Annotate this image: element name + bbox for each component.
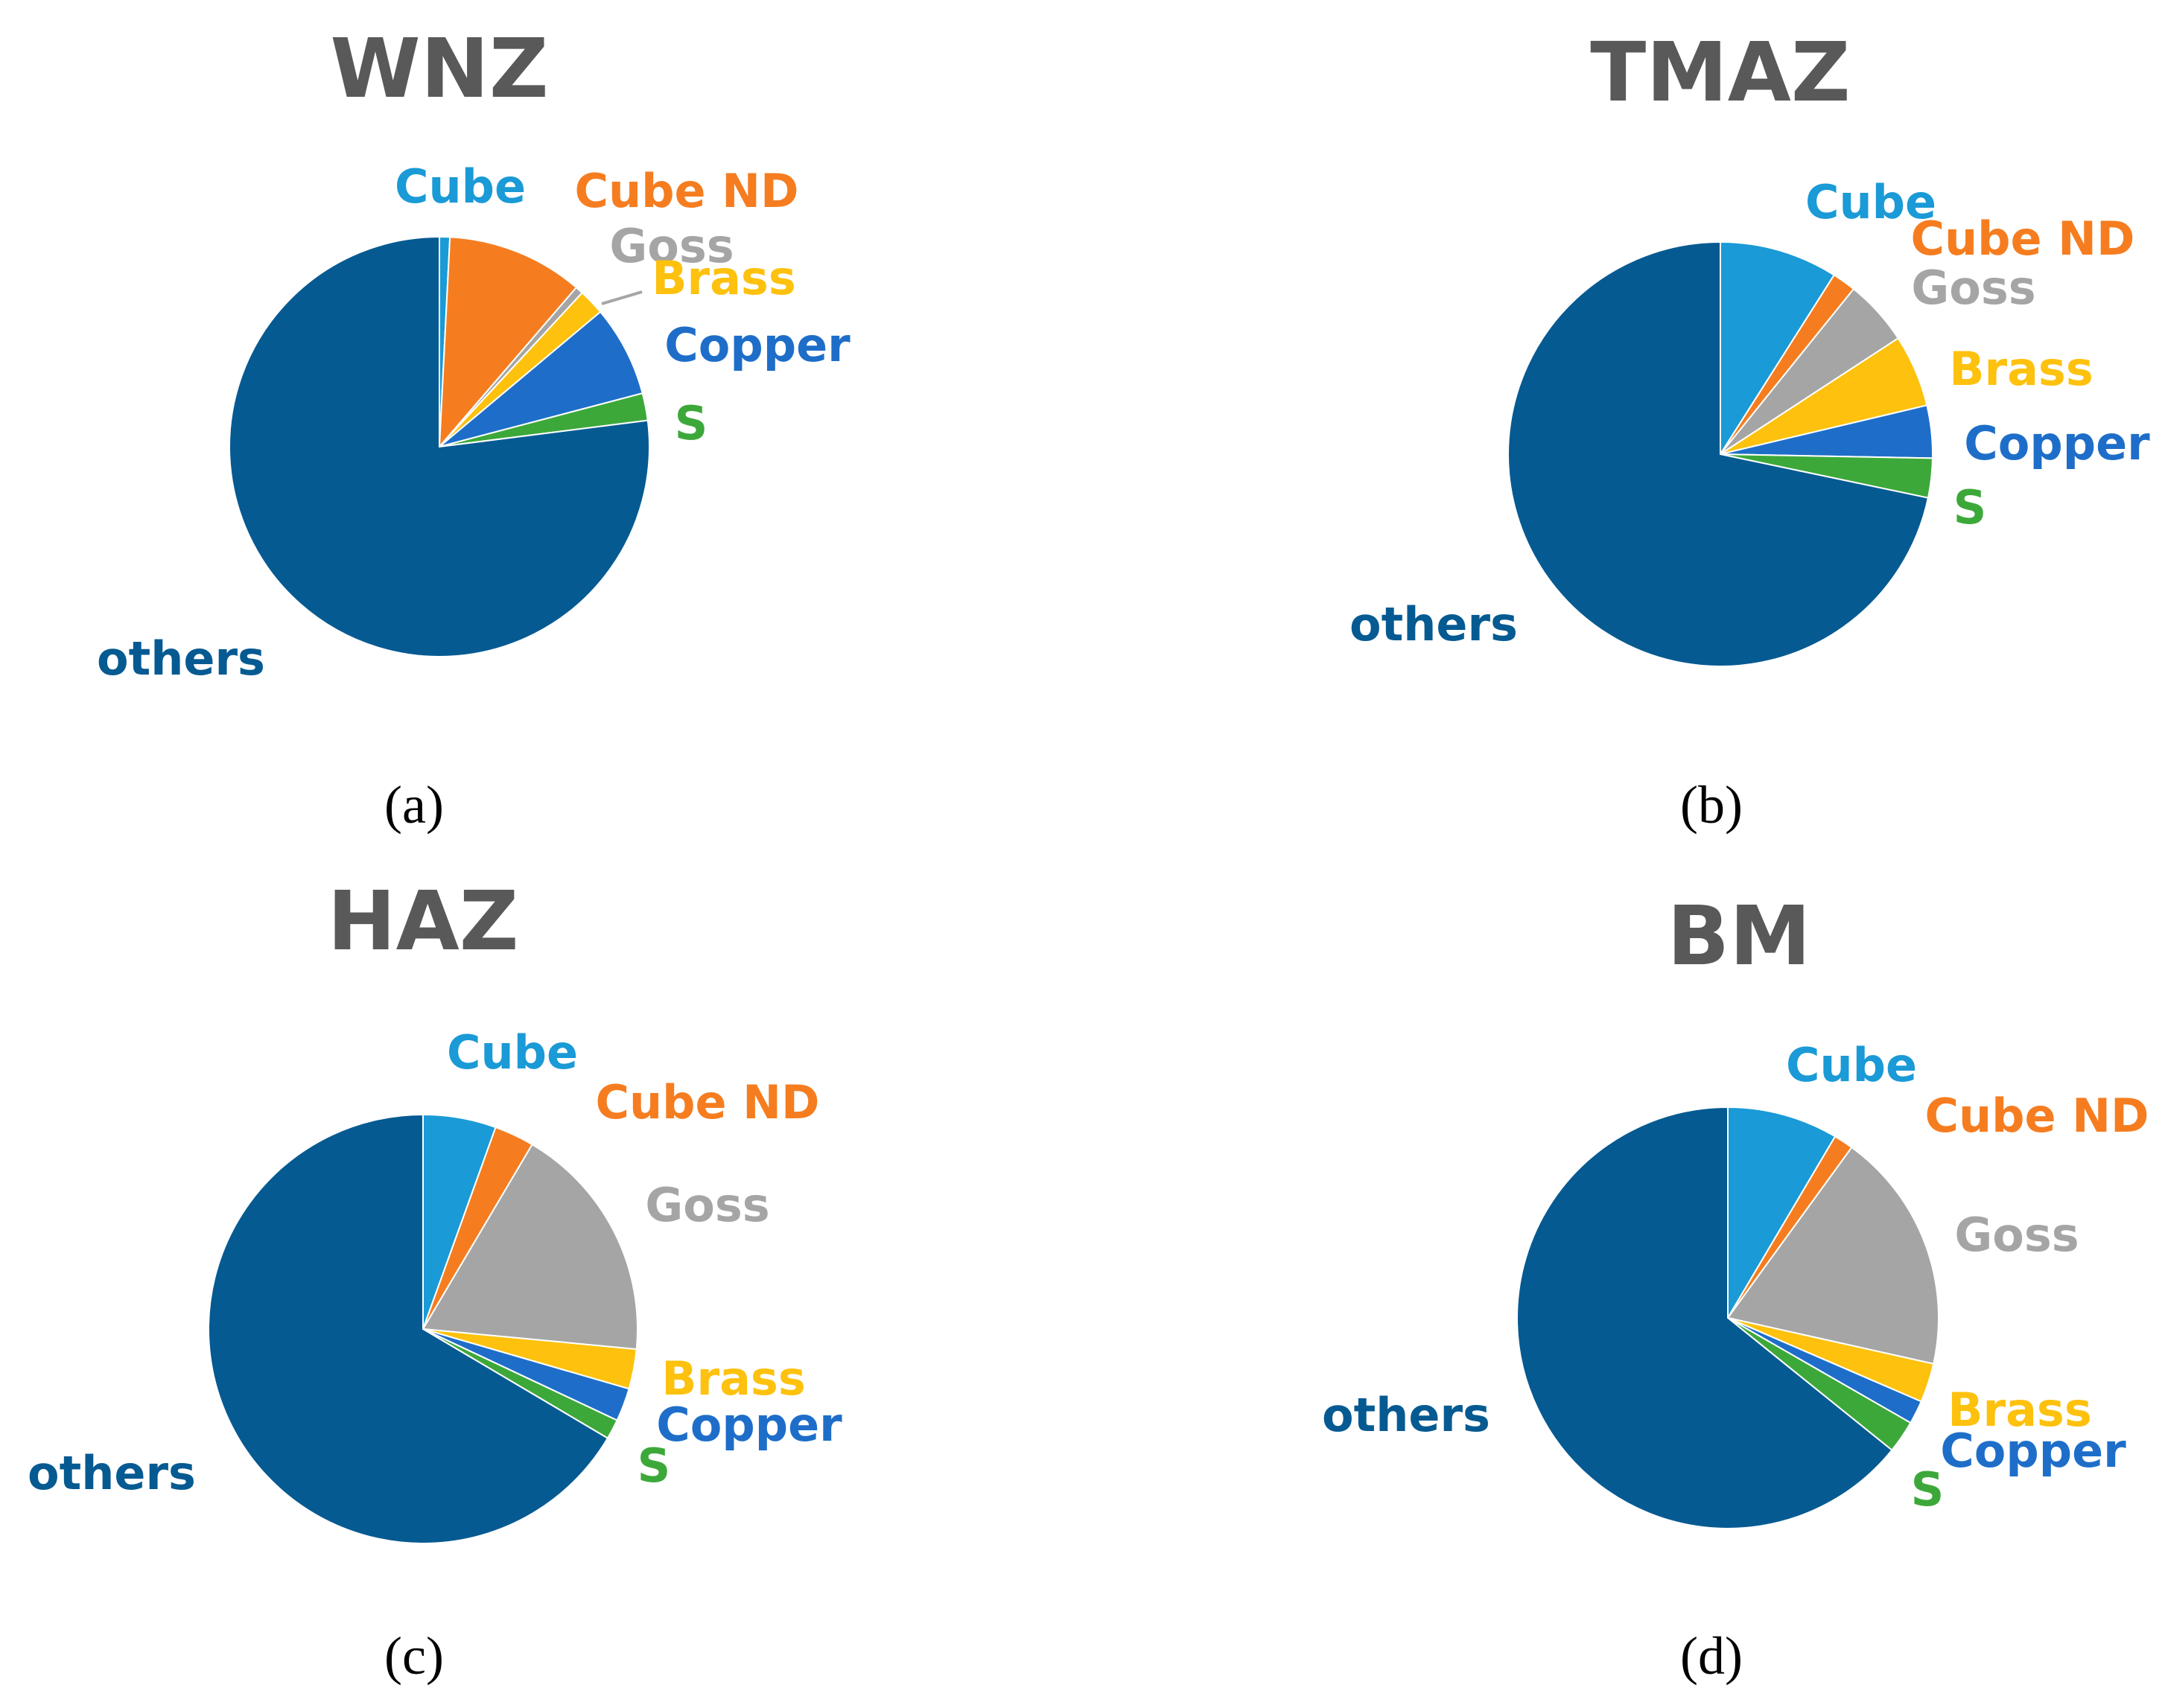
label-brass: Brass (1949, 342, 2093, 396)
label-goss: Goss (609, 219, 734, 273)
label-copper: Copper (664, 318, 851, 372)
chart-title-haz: HAZ (328, 873, 519, 969)
chart-title-wnz: WNZ (330, 21, 548, 116)
pie-slices-haz (208, 1113, 638, 1544)
pie-slice-copper (439, 310, 643, 447)
label-s: S (638, 1438, 671, 1493)
label-goss: Goss (1911, 261, 2035, 315)
label-others: others (1349, 597, 1518, 651)
panel-label-b: (b) (1680, 775, 1743, 835)
panel-label-a: (a) (384, 775, 444, 835)
label-cube: Cube (395, 159, 526, 214)
label-cube-nd: Cube ND (1910, 211, 2134, 266)
panel-label-d: (d) (1680, 1626, 1743, 1686)
goss-leader-line (601, 290, 643, 305)
label-goss: Goss (1954, 1208, 2079, 1262)
label-brass: Brass (1948, 1383, 2091, 1437)
pie-slices-wnz (229, 235, 650, 657)
pie-chart-bm: BM Cube Cube ND Goss Brass Copper S othe… (1322, 888, 2149, 1686)
label-copper: Copper (1940, 1424, 2126, 1478)
label-cube-nd: Cube ND (1924, 1089, 2149, 1143)
pie-slice-cube (1720, 240, 1836, 457)
label-copper: Copper (1964, 416, 2150, 471)
pie-slice-others (229, 235, 650, 657)
pie-slice-cube (1727, 1106, 1837, 1321)
pie-chart-tmaz: TMAZ Cube Cube ND Goss Brass Copper S ot… (1349, 25, 2150, 835)
pie-slice-others (208, 1113, 609, 1544)
label-goss: Goss (645, 1178, 769, 1232)
label-s: S (1953, 480, 1987, 535)
label-cube: Cube (1786, 1038, 1917, 1092)
label-cube: Cube (447, 1025, 578, 1080)
pie-slice-goss (422, 1143, 638, 1351)
chart-title-tmaz: TMAZ (1590, 25, 1850, 120)
label-brass: Brass (652, 251, 795, 305)
label-cube: Cube (1805, 175, 1936, 229)
label-others: others (1322, 1388, 1490, 1442)
label-s: S (1911, 1462, 1945, 1517)
pie-slice-others (1507, 240, 1930, 667)
panel-label-c: (c) (384, 1626, 444, 1686)
pie-chart-haz: HAZ Cube Cube ND Goss Brass Copper S oth… (28, 873, 842, 1686)
label-copper: Copper (656, 1398, 842, 1452)
pie-slices-tmaz (1507, 240, 1933, 667)
pie-chart-wnz: WNZ Cube Cube ND Goss Brass Copper S oth… (97, 21, 851, 835)
pie-slice-goss (1726, 1146, 1939, 1365)
label-s: S (675, 396, 708, 450)
label-others: others (97, 631, 265, 686)
pie-slices-bm (1516, 1106, 1939, 1529)
label-cube-nd: Cube ND (595, 1075, 819, 1129)
label-brass: Brass (661, 1351, 805, 1406)
pie-slice-others (1516, 1106, 1893, 1529)
pie-slice-cube-nd (438, 236, 578, 449)
label-cube-nd: Cube ND (574, 164, 798, 218)
label-others: others (28, 1446, 196, 1500)
chart-title-bm: BM (1667, 888, 1810, 984)
